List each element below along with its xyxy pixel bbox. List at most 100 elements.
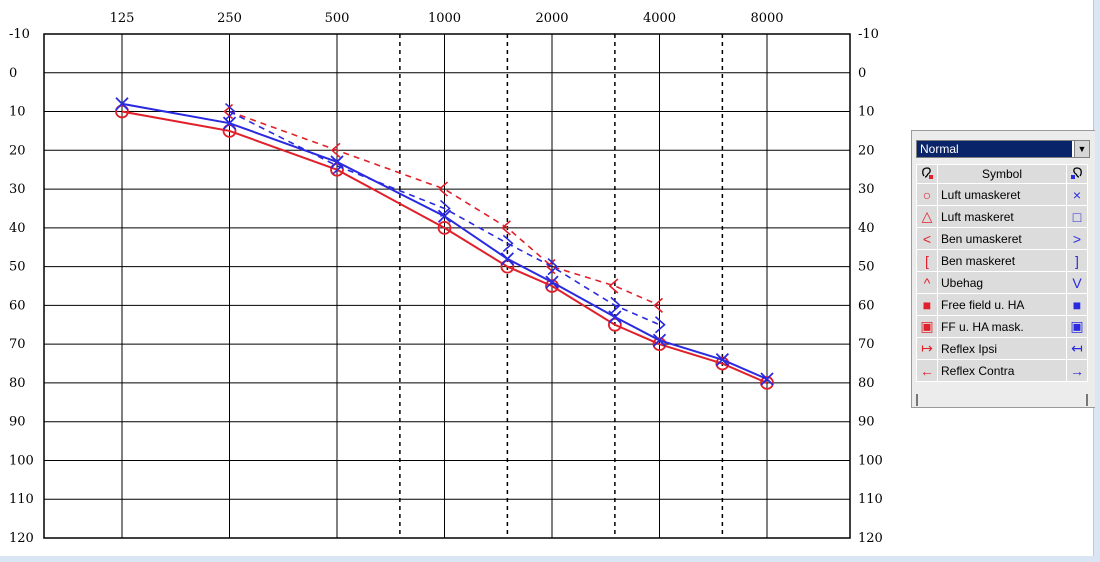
x-tick-label: 2000 <box>535 11 568 26</box>
y-tick-label-left: 50 <box>9 260 26 275</box>
preset-dropdown[interactable]: Normal ▼ <box>916 140 1090 158</box>
y-tick-label-left: 80 <box>9 376 26 391</box>
legend-row[interactable]: ^ Ubehag V <box>916 271 1088 294</box>
left-ear-reflex-ipsi-icon[interactable]: ↤ <box>1066 337 1088 360</box>
data-point-circle <box>652 337 667 352</box>
right-ear-caret-icon[interactable]: ^ <box>916 271 938 294</box>
y-tick-label-left: 0 <box>9 66 17 81</box>
y-tick-label-right: 60 <box>858 298 875 313</box>
legend-label: Reflex Ipsi <box>937 337 1067 360</box>
y-tick-label-right: 40 <box>858 221 875 236</box>
right-ear-angle-icon[interactable]: < <box>916 227 938 250</box>
right-ear-triangle-icon[interactable]: △ <box>916 205 938 228</box>
y-tick-label-left: 120 <box>9 531 34 546</box>
data-point-cross <box>115 97 129 111</box>
audiogram-chart: 125 250 500 1000 2000 4000 8000 -10 -10 0 0 10 10 20… <box>9 11 883 546</box>
x-tick-label: 4000 <box>643 11 676 26</box>
y-tick-label-left: 90 <box>9 415 26 430</box>
y-tick-label-right: 70 <box>858 337 875 352</box>
legend-row[interactable]: < Ben umaskeret > <box>916 227 1088 250</box>
data-point-bone-right <box>610 296 622 314</box>
y-tick-label-left: 40 <box>9 221 26 236</box>
data-point-circle <box>715 356 730 371</box>
left-ear-reflex-contra-icon[interactable]: → <box>1066 359 1088 382</box>
legend-row[interactable]: ← Reflex Contra → <box>916 359 1088 382</box>
legend-row[interactable]: △ Luft maskeret □ <box>916 205 1088 228</box>
left-ear-solid-line <box>121 102 768 380</box>
legend-empty-row <box>916 394 1088 406</box>
right-ear-boxed-square-icon[interactable]: ▣ <box>916 315 938 338</box>
right-ear-dashed-line <box>229 110 660 307</box>
symbol-legend-panel: Normal ▼ Symbol ○ Luft umask <box>911 130 1095 408</box>
y-tick-label-right: 20 <box>858 143 875 158</box>
right-ear-solid-line <box>121 110 768 384</box>
right-ear-reflex-contra-icon[interactable]: ← <box>916 359 938 382</box>
data-point-bone-right <box>547 258 559 276</box>
data-point-circle <box>500 259 515 274</box>
y-tick-label-left: 100 <box>9 453 34 468</box>
data-point-cross <box>715 353 730 367</box>
y-tick-label-right: 110 <box>858 492 883 507</box>
data-point-circle <box>222 124 237 138</box>
legend-row[interactable]: ○ Luft umaskeret × <box>916 183 1088 206</box>
plot-frame <box>43 33 851 539</box>
chevron-down-icon[interactable]: ▼ <box>1074 141 1089 157</box>
legend-label: Ben maskeret <box>937 249 1067 272</box>
y-tick-label-right: 50 <box>858 260 875 275</box>
x-tick-label: 125 <box>110 11 135 26</box>
legend-label: Ben umaskeret <box>937 227 1067 250</box>
x-tick-label: 1000 <box>428 11 461 26</box>
data-point-bone-left <box>653 297 664 313</box>
data-point-bone-right <box>439 199 451 218</box>
data-point-cross <box>545 275 559 289</box>
data-point-circle <box>607 317 622 332</box>
ear-blue-icon[interactable] <box>1066 164 1088 184</box>
legend-label: Luft maskeret <box>937 205 1067 228</box>
left-ear-boxed-square-icon[interactable]: ▣ <box>1066 315 1088 338</box>
preset-value: Normal <box>917 141 1072 157</box>
legend-row[interactable]: ■ Free field u. HA ■ <box>916 293 1088 316</box>
data-point-bone-left <box>330 142 341 158</box>
legend-row[interactable]: ↦ Reflex Ipsi ↤ <box>916 337 1088 360</box>
y-tick-label-left: -10 <box>9 27 30 42</box>
y-tick-label-left: 60 <box>9 298 26 313</box>
data-point-bone-left <box>438 181 449 197</box>
data-point-circle <box>437 220 452 235</box>
x-tick-label: 500 <box>325 11 350 26</box>
y-tick-label-right: 30 <box>858 182 875 197</box>
legend-label: Luft umaskeret <box>937 183 1067 206</box>
legend-row[interactable]: ▣ FF u. HA mask. ▣ <box>916 315 1088 338</box>
left-ear-dashed-line <box>229 110 660 326</box>
left-ear-bracket-icon[interactable]: ] <box>1066 249 1088 272</box>
symbol-table-header: Symbol <box>916 164 1088 184</box>
legend-row[interactable]: [Ben maskeret] <box>916 249 1088 272</box>
x-tick-labels: 125 250 500 1000 2000 4000 8000 <box>110 11 784 26</box>
left-ear-angle-icon[interactable]: > <box>1066 227 1088 250</box>
data-point-bone-right <box>224 102 236 121</box>
right-ear-filled-square-icon[interactable]: ■ <box>916 293 938 316</box>
right-ear-reflex-ipsi-icon[interactable]: ↦ <box>916 337 938 360</box>
data-point-cross <box>437 209 452 223</box>
left-ear-circle-icon[interactable]: × <box>1066 183 1088 206</box>
y-tick-label-left: 20 <box>9 143 26 158</box>
data-point-cross <box>652 333 667 347</box>
bottom-strip <box>0 556 1100 562</box>
legend-label: Ubehag <box>937 271 1067 294</box>
plot-area <box>44 34 850 538</box>
y-tick-label-right: 80 <box>858 376 875 391</box>
left-ear-caret-icon[interactable]: V <box>1066 271 1088 294</box>
x-tick-label: 250 <box>217 11 242 26</box>
legend-label: Free field u. HA <box>937 293 1067 316</box>
data-point-cross <box>760 372 774 386</box>
data-point-bone-right <box>654 316 666 334</box>
data-point-circle <box>760 376 774 390</box>
y-tick-label-left: 30 <box>9 182 26 197</box>
y-tick-label-right: 100 <box>858 453 883 468</box>
y-tick-label-right: 0 <box>858 66 866 81</box>
ear-red-icon[interactable] <box>916 164 938 184</box>
right-ear-bracket-icon[interactable]: [ <box>916 249 938 272</box>
data-point-bone-left <box>501 220 511 236</box>
left-ear-triangle-icon[interactable]: □ <box>1066 205 1088 228</box>
left-ear-filled-square-icon[interactable]: ■ <box>1066 293 1088 316</box>
right-ear-circle-icon[interactable]: ○ <box>916 183 938 206</box>
